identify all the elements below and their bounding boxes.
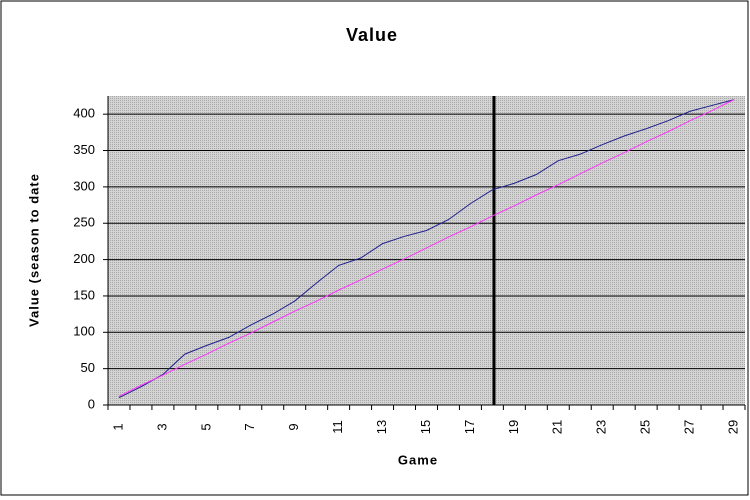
x-tick-label: 21: [550, 420, 565, 434]
y-tick-label: 350: [73, 142, 95, 157]
x-tick-label: 29: [725, 420, 740, 434]
x-tick-label: 15: [418, 420, 433, 434]
x-tick-label: 1: [110, 423, 125, 430]
x-tick-label: 25: [638, 420, 653, 434]
series-line: [118, 99, 735, 399]
chart-title: Value: [346, 25, 398, 45]
y-tick-label: 150: [73, 287, 95, 302]
x-tick-label: 7: [242, 423, 257, 430]
x-tick-label: 3: [154, 423, 169, 430]
y-tick-label: 0: [88, 396, 95, 411]
y-tick-label: 250: [73, 215, 95, 230]
x-tick-label: 23: [594, 420, 609, 434]
y-tick-label: 100: [73, 324, 95, 339]
x-tick-label: 13: [374, 420, 389, 434]
x-tick-label: 5: [198, 423, 213, 430]
y-axis-label: Value (season to date: [26, 173, 41, 327]
plot-area: [108, 96, 745, 405]
x-tick-label: 17: [462, 420, 477, 434]
y-tick-label: 300: [73, 178, 95, 193]
y-tick-label: 200: [73, 251, 95, 266]
x-tick-label: 9: [286, 423, 301, 430]
x-axis-label: Game: [398, 452, 438, 467]
series-line: [118, 99, 735, 397]
y-tick-label: 50: [81, 360, 95, 375]
x-tick-label: 27: [682, 420, 697, 434]
x-tick-label: 11: [330, 420, 345, 434]
x-tick-label: 19: [506, 420, 521, 434]
y-tick-label: 400: [73, 106, 95, 121]
